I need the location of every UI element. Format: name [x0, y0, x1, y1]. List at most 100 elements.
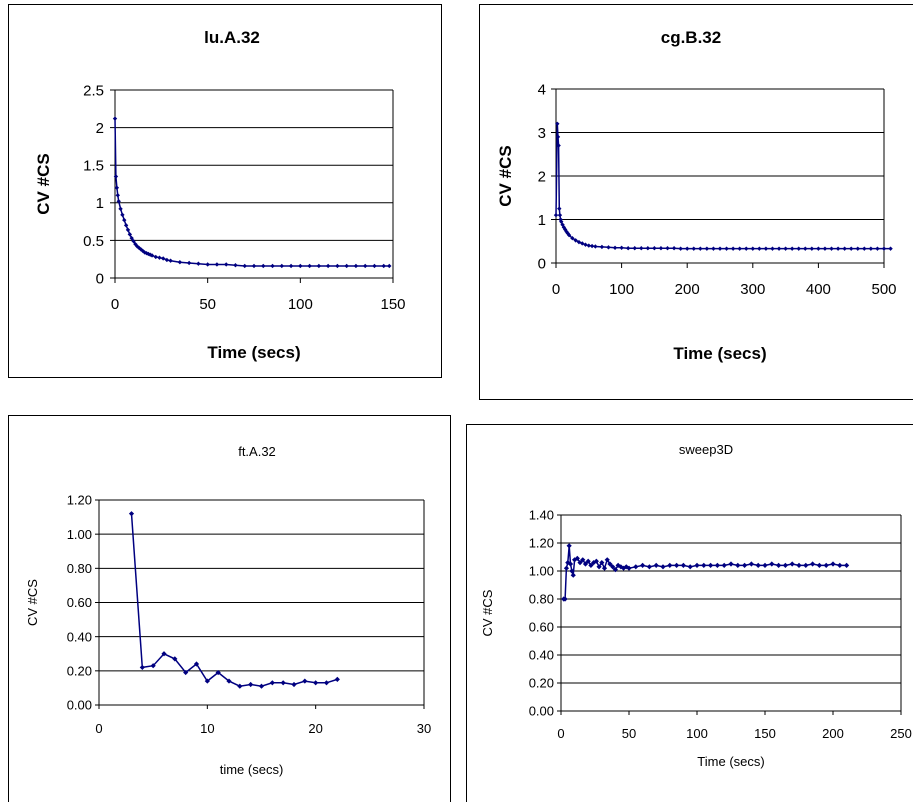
ft-y-axis-label: CV #CS — [25, 579, 40, 626]
sweep-data-point — [569, 568, 575, 574]
sweep-x-tick-label: 150 — [754, 726, 776, 741]
cg-x-tick-label: 300 — [740, 281, 765, 298]
ft-y-tick-label: 1.20 — [67, 493, 92, 508]
sweep-data-point — [728, 561, 734, 567]
sweep-data-point — [687, 564, 693, 570]
ft-chart-title: ft.A.32 — [238, 444, 276, 459]
lu-y-tick-label: 2 — [96, 120, 104, 137]
sweep-y-tick-label: 1.00 — [529, 564, 554, 579]
lu-data-point — [214, 262, 220, 267]
lu-y-tick-label: 1 — [96, 195, 104, 212]
cg-x-tick-label: 400 — [806, 281, 831, 298]
cg-data-point — [881, 246, 887, 251]
sweep-data-point — [830, 561, 836, 567]
cg-data-point — [711, 246, 716, 251]
sweep-data-point — [626, 565, 632, 571]
sweep-y-tick-label: 0.20 — [529, 676, 554, 691]
ft-series-line — [130, 513, 338, 687]
cg-x-tick-label: 0 — [552, 281, 560, 298]
lu-data-point — [186, 260, 192, 266]
sweep-data-point — [653, 562, 659, 568]
chart-panel-cg: 0 1 2 3 4 0 100 200 300 400 500 cg.B.32 Time (secs) C… — [479, 4, 913, 400]
ft-data-point — [204, 678, 210, 684]
chart-panel-sweep3d: 0.00 0.20 0.40 0.60 0.80 1.00 1.20 1.40 0 50 100 15… — [466, 424, 913, 802]
ft-data-point — [258, 683, 265, 689]
cg-data-point — [888, 246, 893, 251]
lu-chart-title: lu.A.32 — [204, 28, 260, 47]
cg-y-tick-label: 0 — [538, 255, 546, 272]
sweep-data-point — [789, 561, 795, 567]
cg-data-point — [816, 246, 821, 251]
sweep-data-point — [570, 572, 576, 578]
sweep-data-point — [769, 561, 775, 567]
sweep-x-tick-label: 50 — [622, 726, 636, 741]
lu-x-tick-label: 150 — [380, 296, 405, 313]
ft-data-point — [248, 681, 254, 688]
cg-data-point — [822, 246, 828, 251]
sweep-y-tick-label: 0.40 — [529, 648, 554, 663]
lu-data-point — [168, 258, 173, 263]
cg-data-point — [599, 244, 605, 250]
ft-data-point — [313, 680, 319, 686]
ft-y-tick-label: 0.80 — [67, 561, 92, 576]
sweep-data-point — [735, 562, 741, 568]
cg-data-point — [685, 246, 690, 251]
ft-data-point — [280, 680, 286, 686]
cg-data-point — [776, 246, 782, 251]
sweep-data-point — [837, 562, 843, 568]
cg-data-point — [555, 121, 560, 126]
chart-svg-lu: 0 0.5 1 1.5 2 2.5 0 50 100 150 lu.A.32 Time (secs) C… — [34, 28, 406, 362]
cg-data-point — [875, 246, 880, 251]
cg-data-point — [770, 246, 775, 251]
sweep-data-point — [823, 562, 829, 568]
ft-data-point — [291, 681, 297, 688]
cg-data-point — [665, 246, 670, 251]
cg-data-point — [829, 246, 834, 251]
cg-x-axis-label: Time (secs) — [673, 344, 766, 363]
lu-data-point — [224, 262, 229, 267]
cg-data-point — [724, 246, 729, 251]
ft-y-tick-label: 0.40 — [67, 629, 92, 644]
sweep-data-point — [701, 562, 707, 568]
lu-data-point — [160, 256, 166, 261]
ft-data-point — [139, 664, 145, 671]
lu-y-axis-label: CV #CS — [34, 153, 53, 214]
ft-data-point — [172, 656, 178, 662]
chart-svg-cg: 0 1 2 3 4 0 100 200 300 400 500 cg.B.32 Time (secs) C… — [496, 28, 897, 363]
sweep-data-point — [667, 562, 673, 568]
sweep-data-point — [803, 562, 809, 568]
sweep-data-point — [660, 564, 666, 570]
lu-x-axis-label: Time (secs) — [207, 343, 300, 362]
ft-x-tick-label: 20 — [308, 721, 322, 736]
cg-y-tick-label: 1 — [538, 212, 546, 229]
lu-data-point — [288, 263, 294, 269]
sweep-data-point — [748, 561, 754, 567]
lu-data-point — [116, 199, 121, 204]
cg-data-point — [744, 246, 749, 251]
lu-data-point — [381, 263, 386, 269]
lu-data-point — [112, 116, 118, 121]
cg-data-point — [862, 246, 867, 251]
cg-data-point — [796, 246, 801, 251]
lu-data-point — [133, 241, 138, 247]
sweep-y-tick-label: 1.40 — [529, 508, 554, 523]
cg-data-point — [809, 246, 815, 251]
cg-data-point — [750, 246, 755, 251]
lu-data-point — [129, 235, 134, 241]
lu-x-tick-label: 0 — [111, 296, 119, 313]
sweep-y-tick-label: 1.20 — [529, 536, 554, 551]
sweep-data-point — [742, 562, 748, 568]
lu-y-tick-label: 0 — [96, 270, 104, 287]
cg-data-point — [566, 232, 572, 238]
ft-y-tick-label: 0.20 — [67, 664, 92, 679]
cg-data-point — [560, 222, 565, 227]
sweep-series-line — [563, 545, 847, 600]
sweep-data-point — [708, 562, 714, 568]
sweep-data-point — [563, 565, 570, 571]
lu-data-point — [387, 263, 392, 269]
cg-data-point — [612, 245, 618, 250]
cg-data-point — [730, 246, 736, 251]
ft-data-point — [226, 678, 232, 684]
lu-y-tick-label: 0.5 — [83, 233, 104, 250]
lu-y-tick-label: 1.5 — [83, 158, 104, 175]
